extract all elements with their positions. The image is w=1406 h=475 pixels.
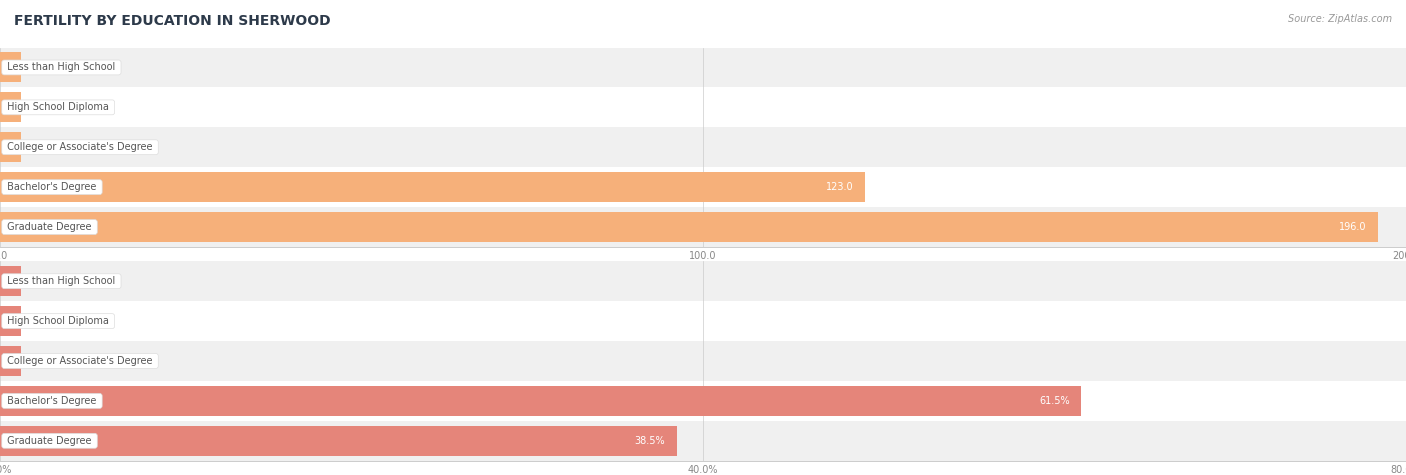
Text: FERTILITY BY EDUCATION IN SHERWOOD: FERTILITY BY EDUCATION IN SHERWOOD (14, 14, 330, 28)
Text: 196.0: 196.0 (1339, 222, 1367, 232)
Text: High School Diploma: High School Diploma (4, 102, 112, 113)
Bar (0, 207, 1406, 247)
Text: 38.5%: 38.5% (634, 436, 665, 446)
Text: 123.0: 123.0 (825, 182, 853, 192)
Text: Less than High School: Less than High School (4, 276, 118, 286)
Text: 0.0: 0.0 (32, 142, 48, 152)
Text: Bachelor's Degree: Bachelor's Degree (4, 182, 100, 192)
Bar (0, 301, 1406, 341)
Bar (0, 172, 865, 202)
Text: 61.5%: 61.5% (1039, 396, 1070, 406)
Text: 0.0%: 0.0% (32, 356, 56, 366)
Text: High School Diploma: High School Diploma (4, 316, 112, 326)
Bar (0, 266, 21, 296)
Text: College or Associate's Degree: College or Associate's Degree (4, 142, 156, 152)
Bar (0, 87, 1406, 127)
Bar (0, 261, 1406, 301)
Bar (0, 127, 1406, 167)
Text: Bachelor's Degree: Bachelor's Degree (4, 396, 100, 406)
Bar (0, 421, 1406, 461)
Text: Graduate Degree: Graduate Degree (4, 436, 94, 446)
Bar (0, 92, 21, 123)
Bar (0, 346, 21, 376)
Text: 0.0: 0.0 (32, 62, 48, 73)
Text: Graduate Degree: Graduate Degree (4, 222, 94, 232)
Bar (0, 381, 1406, 421)
Bar (0, 48, 1406, 87)
Text: Source: ZipAtlas.com: Source: ZipAtlas.com (1288, 14, 1392, 24)
Bar (0, 386, 1081, 416)
Bar (0, 341, 1406, 381)
Bar (0, 306, 21, 336)
Bar (0, 212, 1378, 242)
Text: 0.0%: 0.0% (32, 276, 56, 286)
Text: College or Associate's Degree: College or Associate's Degree (4, 356, 156, 366)
Text: 0.0%: 0.0% (32, 316, 56, 326)
Text: Less than High School: Less than High School (4, 62, 118, 73)
Text: 0.0: 0.0 (32, 102, 48, 113)
Bar (0, 167, 1406, 207)
Bar (0, 132, 21, 162)
Bar (0, 53, 21, 83)
Bar (0, 426, 676, 456)
